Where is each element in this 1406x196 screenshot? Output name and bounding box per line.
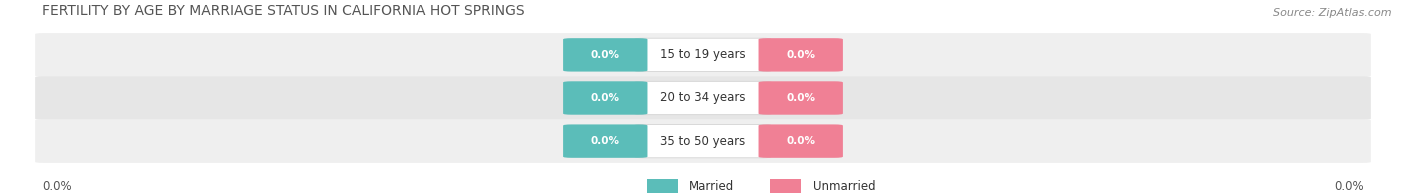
Text: 35 to 50 years: 35 to 50 years <box>661 135 745 148</box>
FancyBboxPatch shape <box>35 76 1371 120</box>
FancyBboxPatch shape <box>759 81 844 115</box>
Text: Unmarried: Unmarried <box>813 180 876 193</box>
FancyBboxPatch shape <box>759 38 844 72</box>
FancyBboxPatch shape <box>564 124 648 158</box>
Text: 20 to 34 years: 20 to 34 years <box>661 92 745 104</box>
Text: 0.0%: 0.0% <box>591 93 620 103</box>
FancyBboxPatch shape <box>759 124 844 158</box>
Text: Married: Married <box>689 180 734 193</box>
FancyBboxPatch shape <box>636 38 772 72</box>
Text: 0.0%: 0.0% <box>591 136 620 146</box>
Text: Source: ZipAtlas.com: Source: ZipAtlas.com <box>1274 8 1392 18</box>
FancyBboxPatch shape <box>636 81 772 115</box>
FancyBboxPatch shape <box>636 124 772 158</box>
Text: 0.0%: 0.0% <box>42 180 72 193</box>
Text: 0.0%: 0.0% <box>786 50 815 60</box>
FancyBboxPatch shape <box>35 33 1371 77</box>
Text: 15 to 19 years: 15 to 19 years <box>661 48 745 61</box>
Text: 0.0%: 0.0% <box>786 93 815 103</box>
FancyBboxPatch shape <box>647 179 678 193</box>
FancyBboxPatch shape <box>564 38 648 72</box>
Text: FERTILITY BY AGE BY MARRIAGE STATUS IN CALIFORNIA HOT SPRINGS: FERTILITY BY AGE BY MARRIAGE STATUS IN C… <box>42 4 524 18</box>
Text: 0.0%: 0.0% <box>786 136 815 146</box>
FancyBboxPatch shape <box>770 179 801 193</box>
FancyBboxPatch shape <box>564 81 648 115</box>
FancyBboxPatch shape <box>35 119 1371 163</box>
Text: 0.0%: 0.0% <box>1334 180 1364 193</box>
Text: 0.0%: 0.0% <box>591 50 620 60</box>
